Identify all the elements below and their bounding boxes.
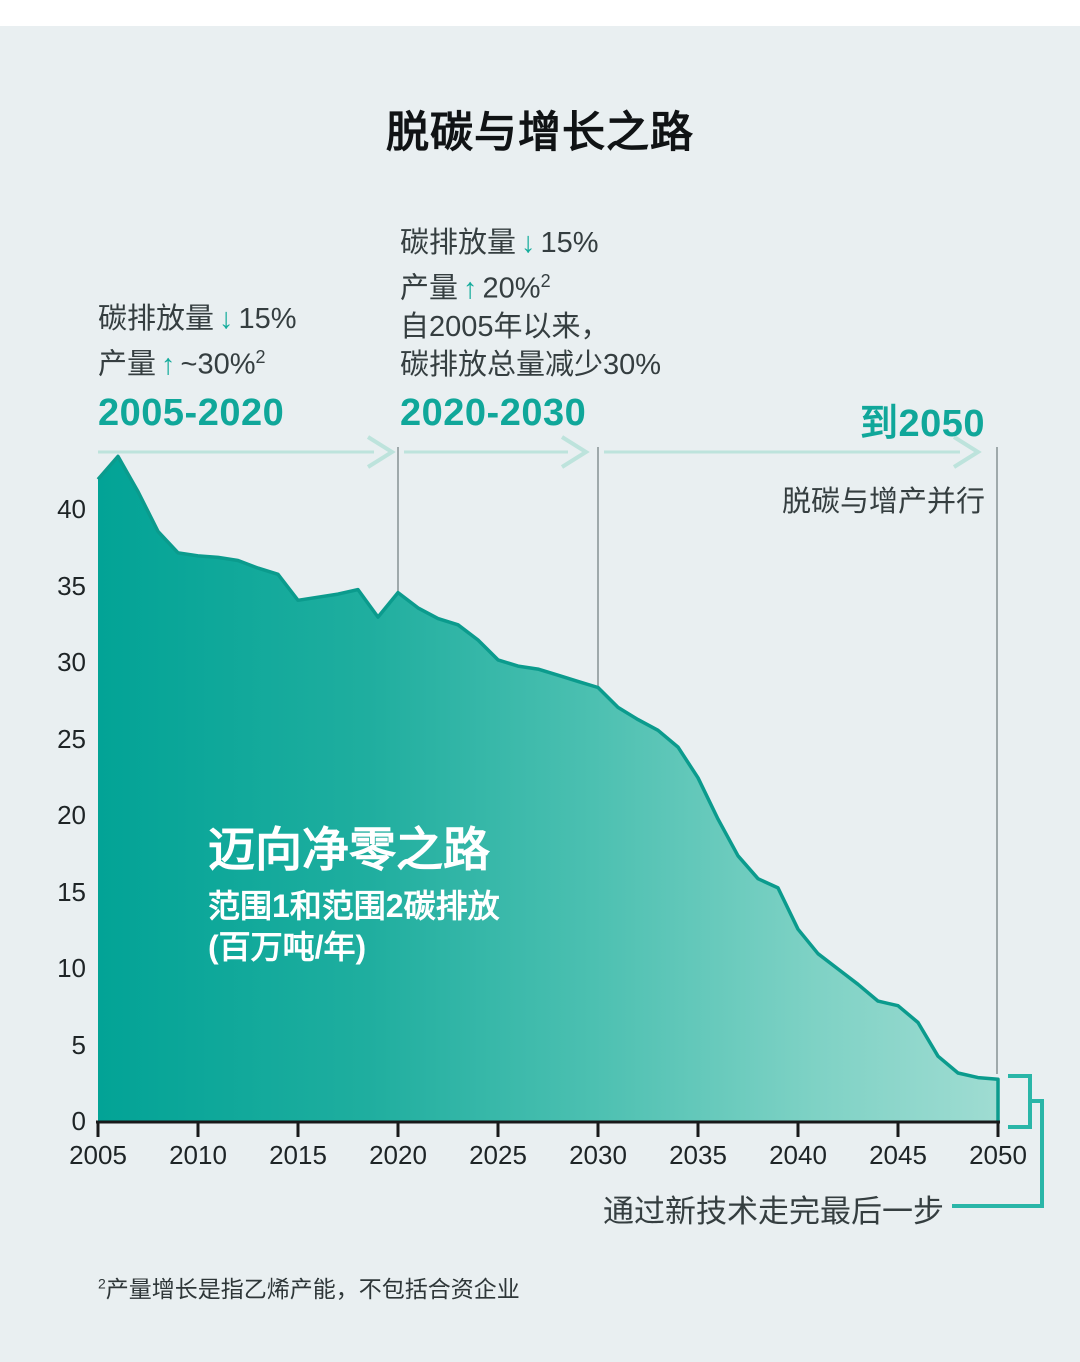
timeline-arrows — [98, 435, 982, 469]
y-tick-label: 0 — [71, 1106, 86, 1136]
x-tick-label: 2015 — [269, 1140, 327, 1170]
y-tick-label: 40 — [57, 494, 86, 524]
footnote-text: 产量增长是指乙烯产能，不包括合资企业 — [105, 1276, 520, 1302]
x-tick-label: 2010 — [169, 1140, 227, 1170]
arrow-head-icon — [560, 435, 590, 469]
x-tick-label: 2045 — [869, 1140, 927, 1170]
y-tick-label: 30 — [57, 647, 86, 677]
annotation-value: 15% — [238, 303, 297, 335]
x-tick-label: 2050 — [969, 1140, 1027, 1170]
x-tick-label: 2030 — [569, 1140, 627, 1170]
emissions-line — [96, 454, 1000, 1122]
annotation-2005-2020: 碳排放量 ↓ 15% 产量 ↑ ~30%2 — [98, 300, 297, 384]
annotation-text: 碳排放量 — [400, 227, 517, 259]
y-tick-label: 5 — [71, 1029, 86, 1060]
arrow-2020-2030 — [404, 435, 590, 469]
period-heading-2020-2030: 2020-2030 — [400, 392, 587, 434]
up-arrow-icon: ↑ — [463, 272, 478, 305]
annotation-line: 碳排放量 ↓ 15% — [400, 224, 661, 262]
arrow-2005-2020 — [98, 435, 396, 469]
annotation-text: 产量 — [98, 348, 157, 381]
arrow-head-icon — [366, 435, 396, 469]
final-step-bracket — [952, 1074, 1044, 1208]
period-heading-2005-2020: 2005-2020 — [98, 392, 285, 434]
x-axis — [96, 1120, 1000, 1137]
annotation-text: 碳排放量 — [98, 303, 215, 335]
annotation-value: ~30% — [180, 348, 256, 381]
annotation-text: 产量 — [400, 272, 459, 305]
up-arrow-icon: ↑ — [161, 348, 176, 381]
annotation-line: 自2005年以来， — [400, 310, 610, 343]
note-2050: 脱碳与增产并行 — [781, 486, 985, 518]
y-tick-label: 35 — [57, 570, 86, 601]
y-tick-label: 20 — [57, 800, 86, 830]
annotation-line: 产量 ↑ ~30%2 — [98, 338, 297, 384]
bracket-icon — [1008, 1074, 1032, 1129]
footnote-sup: 2 — [98, 1275, 106, 1292]
final-step-callout: 通过新技术走完最后一步 — [603, 1194, 944, 1229]
x-tick-label: 2020 — [369, 1140, 427, 1170]
footnote-marker: 2 — [540, 271, 551, 291]
chart-inner-subtitle: 范围1和范围2碳排放 — [208, 888, 500, 924]
annotation-2020-2030: 碳排放量 ↓ 15% 产量 ↑ 20%2 自2005年以来， 碳排放总量减少30% — [400, 224, 661, 384]
footnote: 2产量增长是指乙烯产能，不包括合资企业 — [98, 1270, 520, 1304]
y-tick-label: 25 — [57, 723, 86, 754]
y-tick-label: 10 — [57, 953, 86, 983]
chart-inner-unit: (百万吨/年) — [208, 929, 367, 965]
arrow-head-icon — [952, 435, 982, 469]
arrow-to-2050 — [604, 435, 982, 469]
annotation-line: 产量 ↑ 20%2 — [400, 262, 661, 308]
down-arrow-icon: ↓ — [219, 303, 234, 335]
y-tick-label: 15 — [57, 876, 86, 907]
down-arrow-icon: ↓ — [521, 227, 536, 259]
chart-inner-title: 迈向净零之路 — [208, 823, 490, 876]
x-tick-label: 2005 — [69, 1140, 127, 1170]
page-title: 脱碳与增长之路 — [386, 109, 694, 157]
footnote-marker: 2 — [255, 347, 266, 367]
annotation-line: 碳排放量 ↓ 15% — [98, 300, 297, 338]
top-white-strip — [0, 0, 1080, 26]
annotation-value: 20% — [482, 272, 541, 305]
period-divider-lines — [397, 447, 998, 1074]
annotation-line: 碳排放总量减少30% — [400, 348, 662, 381]
x-tick-label: 2025 — [469, 1140, 527, 1170]
x-tick-label: 2040 — [769, 1140, 827, 1170]
chart-inner-label: 迈向净零之路 范围1和范围2碳排放 (百万吨/年) — [208, 822, 500, 968]
x-tick-label: 2035 — [669, 1140, 727, 1170]
annotation-value: 15% — [540, 227, 599, 259]
emissions-area — [98, 456, 998, 1122]
callout-connector-line — [952, 1099, 1044, 1208]
period-heading-2050: 到2050 — [859, 403, 985, 445]
